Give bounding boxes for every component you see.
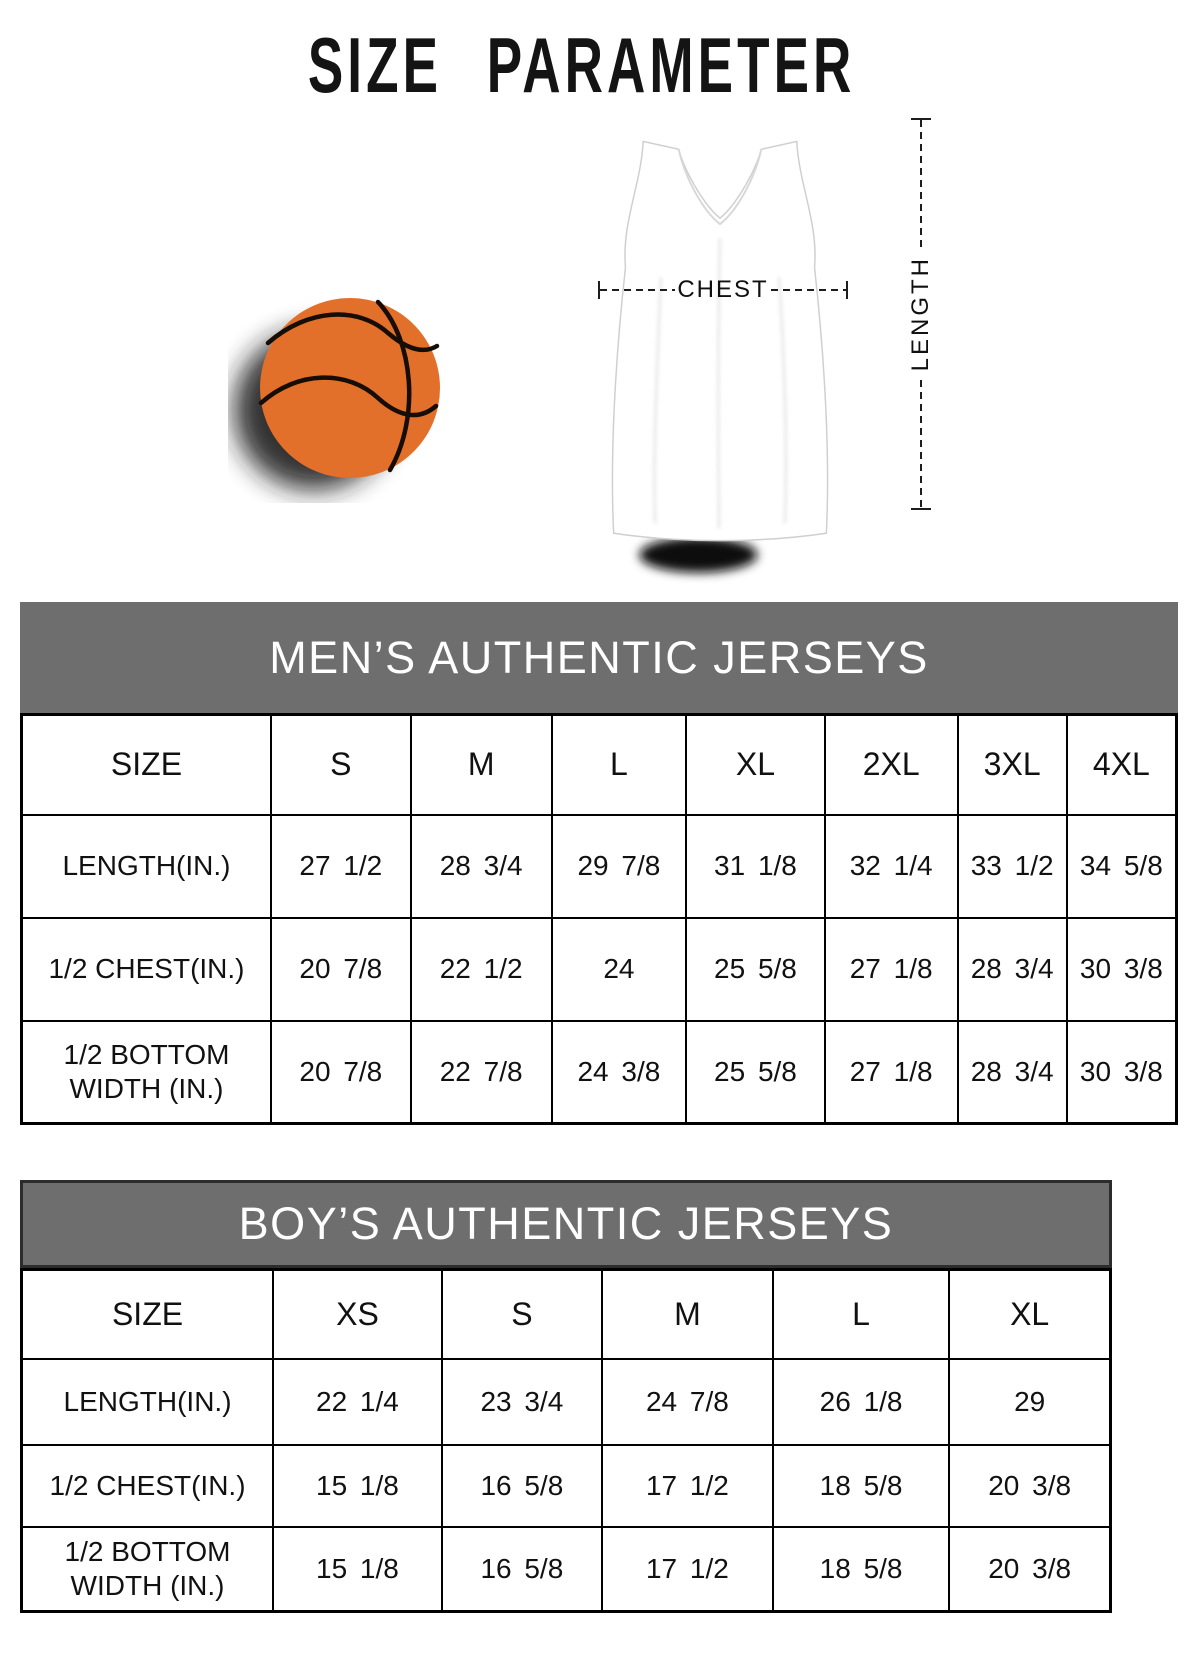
size-cell: 27 1/8 — [823, 916, 959, 1022]
row-label-half-bottom-width: 1/2 BOTTOM WIDTH (IN.) — [20, 1525, 275, 1613]
boys-section-title: BOY’S AUTHENTIC JERSEYS — [20, 1180, 1112, 1268]
length-measurement-annotation: LENGTH — [907, 118, 934, 511]
col-header-xl: XL — [948, 1268, 1112, 1360]
row-label-length: LENGTH(IN.) — [20, 1357, 275, 1446]
measure-tick-right — [846, 281, 848, 299]
size-cell: 26 1/8 — [771, 1357, 951, 1446]
basketball-icon — [228, 288, 458, 503]
size-cell: 22 1/4 — [272, 1357, 443, 1446]
size-cell: 27 1/2 — [269, 813, 412, 919]
size-cell: 34 5/8 — [1065, 813, 1178, 919]
measure-tick-left — [598, 281, 600, 299]
mens-chest-row: 1/2 CHEST(IN.) 20 7/8 22 1/2 24 25 5/8 2… — [20, 916, 1178, 1022]
size-cell: 16 5/8 — [440, 1525, 603, 1613]
size-cell: 25 5/8 — [685, 1019, 826, 1125]
boys-chest-row: 1/2 CHEST(IN.) 15 1/8 16 5/8 17 1/2 18 5… — [20, 1443, 1112, 1528]
row-label-half-chest: 1/2 CHEST(IN.) — [20, 916, 272, 1022]
size-cell: 29 — [948, 1357, 1112, 1446]
size-cell: 30 3/8 — [1065, 916, 1178, 1022]
size-cell: 24 — [550, 916, 688, 1022]
row-label-half-bottom-width: 1/2 BOTTOM WIDTH (IN.) — [20, 1019, 272, 1125]
boys-section-title-text: BOY’S AUTHENTIC JERSEYS — [238, 1198, 894, 1249]
size-cell: 30 3/8 — [1065, 1019, 1178, 1125]
mens-size-table: SIZE S M L XL 2XL 3XL 4XL LENGTH(IN.) 27… — [20, 713, 1178, 1125]
size-cell: 22 1/2 — [409, 916, 553, 1022]
dashed-line-left — [600, 289, 676, 291]
col-header-3xl: 3XL — [956, 713, 1068, 816]
measure-tick-top — [911, 118, 931, 120]
size-cell: 31 1/8 — [685, 813, 826, 919]
mens-bottom-width-row: 1/2 BOTTOM WIDTH (IN.) 20 7/8 22 7/8 24 … — [20, 1019, 1178, 1125]
size-cell: 29 7/8 — [550, 813, 688, 919]
boys-header-row: SIZE XS S M L XL — [20, 1268, 1112, 1360]
mens-section-title: MEN’S AUTHENTIC JERSEYS — [20, 602, 1178, 713]
jersey-icon — [592, 126, 848, 586]
size-cell: 20 3/8 — [948, 1525, 1112, 1613]
size-cell: 18 5/8 — [771, 1443, 951, 1528]
mens-header-row: SIZE S M L XL 2XL 3XL 4XL — [20, 713, 1178, 816]
size-cell: 24 3/8 — [550, 1019, 688, 1125]
page-title-text: SIZE PARAMETER — [308, 21, 856, 109]
boys-length-row: LENGTH(IN.) 22 1/4 23 3/4 24 7/8 26 1/8 … — [20, 1357, 1112, 1446]
col-header-size: SIZE — [20, 713, 272, 816]
row-label-length: LENGTH(IN.) — [20, 813, 272, 919]
size-cell: 17 1/2 — [600, 1525, 774, 1613]
col-header-2xl: 2XL — [823, 713, 959, 816]
dashed-line-top — [920, 120, 922, 249]
page-title: SIZE PARAMETER — [0, 20, 1182, 111]
row-label-half-chest: 1/2 CHEST(IN.) — [20, 1443, 275, 1528]
size-cell: 16 5/8 — [440, 1443, 603, 1528]
col-header-l: L — [771, 1268, 951, 1360]
boys-bottom-width-row: 1/2 BOTTOM WIDTH (IN.) 15 1/8 16 5/8 17 … — [20, 1525, 1112, 1613]
dashed-line-bottom — [920, 379, 922, 509]
col-header-s: S — [269, 713, 412, 816]
size-cell: 15 1/8 — [272, 1525, 443, 1613]
col-header-m: M — [409, 713, 553, 816]
size-cell: 15 1/8 — [272, 1443, 443, 1528]
col-header-xl: XL — [685, 713, 826, 816]
col-header-xs: XS — [272, 1268, 443, 1360]
size-cell: 33 1/2 — [956, 813, 1068, 919]
col-header-size: SIZE — [20, 1268, 275, 1360]
size-cell: 20 3/8 — [948, 1443, 1112, 1528]
measure-tick-bottom — [911, 508, 931, 511]
mens-section-title-text: MEN’S AUTHENTIC JERSEYS — [269, 631, 929, 683]
hero-graphic: CHEST LENGTH — [0, 110, 1200, 580]
size-cell: 32 1/4 — [823, 813, 959, 919]
chest-measurement-annotation: CHEST — [598, 276, 848, 303]
length-label: LENGTH — [907, 256, 934, 372]
size-cell: 23 3/4 — [440, 1357, 603, 1446]
size-cell: 28 3/4 — [956, 916, 1068, 1022]
col-header-m: M — [600, 1268, 774, 1360]
col-header-l: L — [550, 713, 688, 816]
dashed-line-right — [770, 289, 846, 291]
size-cell: 25 5/8 — [685, 916, 826, 1022]
size-cell: 20 7/8 — [269, 916, 412, 1022]
col-header-s: S — [440, 1268, 603, 1360]
boys-size-table: SIZE XS S M L XL LENGTH(IN.) 22 1/4 23 3… — [20, 1268, 1112, 1613]
size-cell: 17 1/2 — [600, 1443, 774, 1528]
size-cell: 24 7/8 — [600, 1357, 774, 1446]
mens-length-row: LENGTH(IN.) 27 1/2 28 3/4 29 7/8 31 1/8 … — [20, 813, 1178, 919]
col-header-4xl: 4XL — [1065, 713, 1178, 816]
size-cell: 18 5/8 — [771, 1525, 951, 1613]
size-cell: 22 7/8 — [409, 1019, 553, 1125]
size-cell: 28 3/4 — [409, 813, 553, 919]
size-cell: 20 7/8 — [269, 1019, 412, 1125]
chest-label: CHEST — [677, 276, 769, 303]
size-cell: 27 1/8 — [823, 1019, 959, 1125]
size-cell: 28 3/4 — [956, 1019, 1068, 1125]
